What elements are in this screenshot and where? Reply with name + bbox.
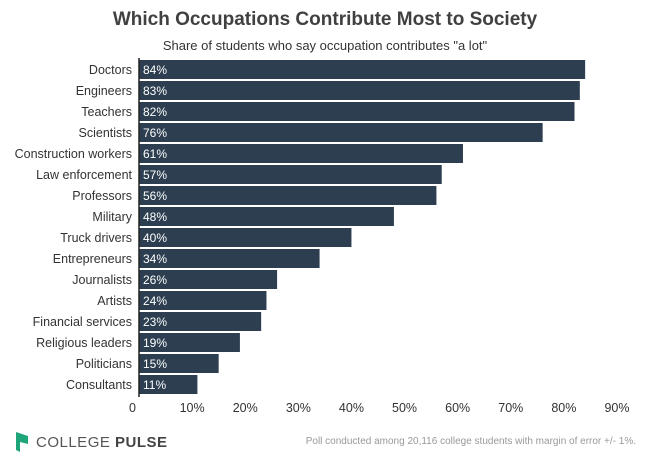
value-label: 34%	[143, 252, 167, 266]
x-tick-label: 20%	[233, 401, 258, 415]
x-tick-label: 30%	[286, 401, 311, 415]
category-label: Construction workers	[15, 147, 132, 161]
bar-professors	[139, 186, 437, 205]
bar-military	[139, 207, 394, 226]
value-label: 11%	[143, 378, 166, 392]
brand-text: COLLEGE PULSE	[36, 433, 168, 451]
value-label: 83%	[143, 84, 167, 98]
value-label: 15%	[143, 357, 167, 371]
category-label: Artists	[97, 294, 132, 308]
chart-subtitle: Share of students who say occupation con…	[162, 38, 488, 53]
poll-footnote: Poll conducted among 20,116 college stud…	[305, 436, 636, 447]
value-label: 56%	[143, 189, 167, 203]
value-label: 24%	[143, 294, 167, 308]
value-label: 57%	[143, 168, 167, 182]
bar-truck-drivers	[139, 228, 352, 247]
value-label: 48%	[143, 210, 167, 224]
bar-law-enforcement	[139, 165, 442, 184]
category-label: Professors	[72, 189, 132, 203]
value-label: 82%	[143, 105, 167, 119]
value-label: 76%	[143, 126, 167, 140]
bar-scientists	[139, 123, 543, 142]
x-tick-label: 70%	[498, 401, 523, 415]
chart-title: Which Occupations Contribute Most to Soc…	[112, 9, 538, 30]
category-label: Journalists	[72, 273, 132, 287]
bar-artists	[139, 291, 267, 310]
x-tick-label: 80%	[551, 401, 576, 415]
college-pulse-logo: COLLEGE PULSE	[14, 430, 168, 454]
x-tick-label: 40%	[339, 401, 364, 415]
category-label: Engineers	[76, 84, 132, 98]
x-tick-label: 0	[129, 401, 136, 415]
x-tick-label: 60%	[445, 401, 470, 415]
category-label: Scientists	[79, 126, 133, 140]
value-label: 61%	[143, 147, 167, 161]
bar-religious-leaders	[139, 333, 240, 352]
category-label: Law enforcement	[36, 168, 132, 182]
x-tick-label: 50%	[392, 401, 417, 415]
x-tick-label: 90%	[604, 401, 629, 415]
category-label: Politicians	[76, 357, 132, 371]
bar-construction-workers	[139, 144, 463, 163]
category-label: Consultants	[66, 378, 132, 392]
category-label: Doctors	[89, 63, 132, 77]
bar-teachers	[139, 102, 575, 121]
category-label: Financial services	[33, 315, 132, 329]
college-pulse-logo-icon	[16, 432, 28, 452]
bar-engineers	[139, 81, 580, 100]
category-label: Entrepreneurs	[53, 252, 132, 266]
value-label: 26%	[143, 273, 167, 287]
category-label: Military	[92, 210, 132, 224]
bar-consultants	[139, 375, 198, 394]
category-label: Truck drivers	[60, 231, 132, 245]
bar-financial-services	[139, 312, 262, 331]
bar-politicians	[139, 354, 219, 373]
category-label: Religious leaders	[36, 336, 132, 350]
value-label: 23%	[143, 315, 167, 329]
value-label: 84%	[143, 63, 167, 77]
value-label: 40%	[143, 231, 167, 245]
value-label: 19%	[143, 336, 167, 350]
x-tick-label: 10%	[180, 401, 205, 415]
bar-entrepreneurs	[139, 249, 320, 268]
bar-journalists	[139, 270, 278, 289]
bar-doctors	[139, 60, 586, 79]
category-label: Teachers	[81, 105, 132, 119]
